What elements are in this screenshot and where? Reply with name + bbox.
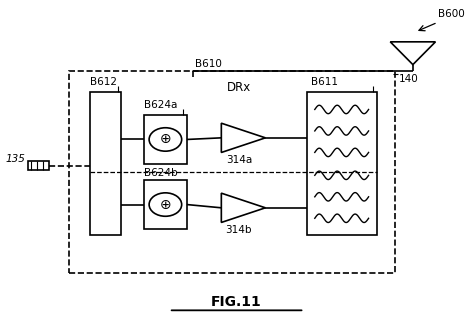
- Bar: [144, 180, 187, 229]
- Text: FIG.11: FIG.11: [211, 295, 262, 309]
- Text: B612: B612: [90, 77, 117, 87]
- Bar: [28, 161, 50, 170]
- Text: 135: 135: [6, 154, 25, 164]
- Text: B624b: B624b: [144, 167, 177, 177]
- Bar: [90, 92, 121, 235]
- Text: $\oplus$: $\oplus$: [159, 132, 172, 146]
- Text: DRx: DRx: [227, 81, 251, 94]
- Text: $\oplus$: $\oplus$: [159, 198, 172, 212]
- Text: 140: 140: [398, 74, 418, 84]
- Text: 314a: 314a: [226, 156, 252, 166]
- Bar: [307, 92, 377, 235]
- Text: B600: B600: [438, 9, 464, 19]
- Text: B611: B611: [311, 77, 338, 87]
- Text: B624a: B624a: [144, 100, 177, 110]
- Text: B610: B610: [195, 59, 222, 69]
- Text: 314b: 314b: [226, 225, 252, 235]
- Bar: [69, 71, 395, 273]
- Bar: [144, 115, 187, 164]
